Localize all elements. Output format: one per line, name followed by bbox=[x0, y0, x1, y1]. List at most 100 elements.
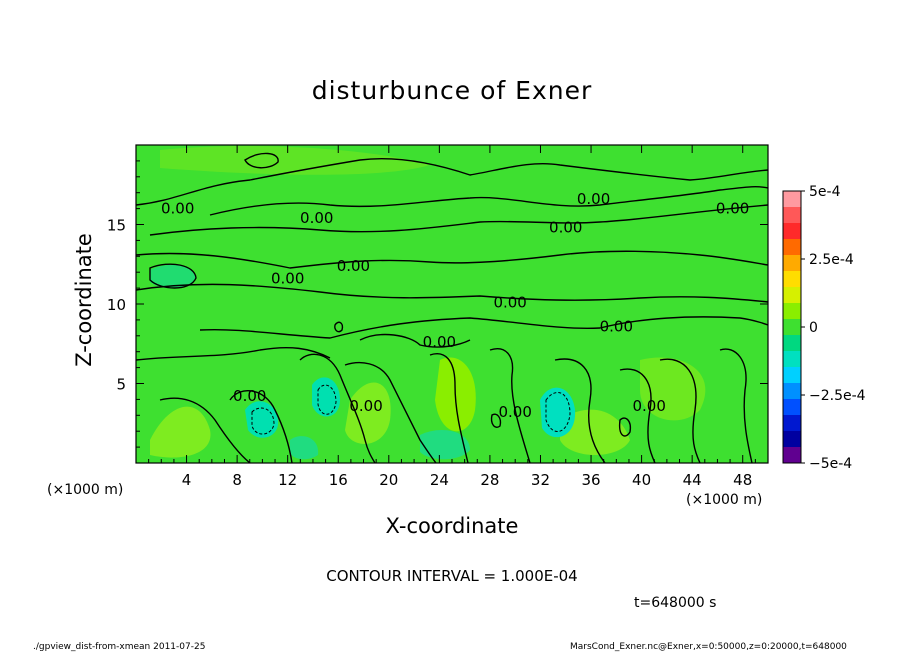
contour-line bbox=[359, 333, 471, 348]
x-tick-label: 24 bbox=[430, 471, 449, 489]
positive-patch bbox=[150, 406, 211, 458]
x-axis: 4 8 12 16 20 24 28 32 36 40 44 48 bbox=[148, 145, 756, 489]
colorbar-tick-label: −2.5e-4 bbox=[809, 388, 866, 404]
positive-patch bbox=[560, 409, 630, 455]
contour-line bbox=[659, 358, 701, 463]
x-tick-label: 40 bbox=[632, 471, 651, 489]
negative-patch bbox=[150, 264, 196, 289]
x-tick-label: 16 bbox=[329, 471, 348, 489]
contour-label: 0.00 bbox=[271, 270, 304, 288]
colorbar-swatch bbox=[783, 207, 801, 224]
negative-patch bbox=[312, 377, 340, 417]
contour-line bbox=[554, 358, 606, 463]
contour-line bbox=[159, 397, 251, 463]
x-tick-label: 32 bbox=[531, 471, 550, 489]
x-tick-label: 12 bbox=[278, 471, 297, 489]
contour-labels: 0.00 0.00 0.00 0.00 0.00 0.00 0.00 0.00 0.00 0.00… bbox=[161, 190, 749, 421]
contour-label: 0.00 bbox=[337, 257, 370, 275]
contour-label: 0.00 bbox=[632, 397, 665, 415]
contour-line bbox=[618, 417, 632, 437]
footer-left: ./gpview_dist-from-xmean 2011-07-25 bbox=[33, 642, 206, 652]
y-axis-label: Z-coordinate bbox=[72, 233, 96, 367]
y-tick-label: 15 bbox=[107, 217, 126, 235]
negative-patch bbox=[540, 387, 576, 438]
contour-line bbox=[209, 186, 768, 216]
x-tick-label: 44 bbox=[683, 471, 702, 489]
contour-lines bbox=[136, 152, 768, 463]
contour-label: 0.00 bbox=[300, 209, 333, 227]
colorbar-swatch bbox=[783, 319, 801, 336]
colorbar-swatch bbox=[783, 447, 801, 464]
negative-contour-lines bbox=[251, 384, 571, 435]
contour-label: 0.00 bbox=[549, 219, 582, 237]
colorbar: 5e-4 2.5e-4 0 −2.5e-4 −5e-4 bbox=[782, 184, 866, 472]
x-unit-label-right: (×1000 m) bbox=[686, 492, 763, 508]
contour-line bbox=[490, 413, 502, 428]
contour-label: 0.00 bbox=[161, 200, 194, 218]
contour-label: 0.00 bbox=[716, 200, 749, 218]
contour-label: 0.00 bbox=[498, 403, 531, 421]
contour-line bbox=[489, 348, 531, 463]
colorbar-swatch bbox=[783, 239, 801, 256]
colorbar-tick-label: 5e-4 bbox=[809, 184, 841, 200]
contour-line bbox=[344, 362, 437, 463]
contour-label: 0.00 bbox=[493, 293, 526, 311]
contour-label: 0.00 bbox=[600, 317, 633, 335]
positive-patch bbox=[160, 145, 430, 175]
colorbar-swatch bbox=[783, 335, 801, 352]
x-tick-label: 36 bbox=[581, 471, 600, 489]
time-label: t=648000 s bbox=[634, 595, 717, 611]
x-tick-label: 4 bbox=[182, 471, 192, 489]
colorbar-swatch bbox=[783, 431, 801, 448]
y-tick-label: 10 bbox=[107, 296, 126, 314]
contour-label: 0.00 bbox=[577, 190, 610, 208]
colorbar-swatch bbox=[783, 399, 801, 416]
contour-label: 0.00 bbox=[349, 397, 382, 415]
colorbar-tick-label: 0 bbox=[809, 320, 818, 336]
colorbar-swatch bbox=[783, 415, 801, 432]
contour-line bbox=[136, 157, 768, 206]
contour-line bbox=[136, 250, 768, 269]
colorbar-swatch bbox=[783, 287, 801, 304]
contour-line bbox=[334, 321, 344, 333]
contour-line bbox=[149, 263, 197, 289]
x-tick-label: 28 bbox=[480, 471, 499, 489]
contour-line bbox=[244, 152, 279, 169]
y-axis: 5 10 15 bbox=[107, 160, 768, 448]
heatmap-field bbox=[136, 145, 768, 463]
x-tick-label: 20 bbox=[379, 471, 398, 489]
x-unit-label: (×1000 m) bbox=[47, 482, 124, 498]
colorbar-swatch bbox=[783, 255, 801, 272]
colorbar-tick-label: −5e-4 bbox=[809, 456, 852, 472]
contour-label: 0.00 bbox=[233, 387, 266, 405]
colorbar-swatch bbox=[783, 351, 801, 368]
colorbar-tick-label: 2.5e-4 bbox=[809, 252, 854, 268]
negative-contour bbox=[317, 384, 337, 415]
positive-patch bbox=[640, 357, 706, 421]
y-tick-label: 5 bbox=[116, 376, 126, 394]
negative-patch bbox=[290, 436, 319, 460]
contour-line bbox=[229, 390, 293, 463]
contour-line bbox=[619, 368, 656, 463]
contour-interval-text: CONTOUR INTERVAL = 1.000E-04 bbox=[326, 567, 578, 585]
x-tick-label: 48 bbox=[733, 471, 752, 489]
contour-label: 0.00 bbox=[423, 333, 456, 351]
colorbar-swatch bbox=[783, 223, 801, 240]
contour-line bbox=[136, 346, 331, 361]
colorbar-swatch bbox=[783, 367, 801, 384]
chart-title: disturbunce of Exner bbox=[311, 76, 593, 105]
contour-line bbox=[719, 348, 753, 463]
footer-right: MarsCond_Exner.nc@Exner,x=0:50000,z=0:20… bbox=[570, 642, 847, 652]
contour-line bbox=[149, 204, 768, 236]
x-tick-label: 8 bbox=[232, 471, 242, 489]
colorbar-swatch bbox=[783, 303, 801, 320]
negative-contour bbox=[545, 391, 571, 432]
contour-line bbox=[299, 353, 376, 463]
contour-line bbox=[199, 316, 768, 339]
colorbar-swatch bbox=[783, 191, 801, 208]
colorbar-swatch bbox=[783, 383, 801, 400]
colorbar-swatch bbox=[783, 271, 801, 288]
negative-patch bbox=[420, 430, 470, 460]
negative-contour bbox=[251, 407, 275, 435]
